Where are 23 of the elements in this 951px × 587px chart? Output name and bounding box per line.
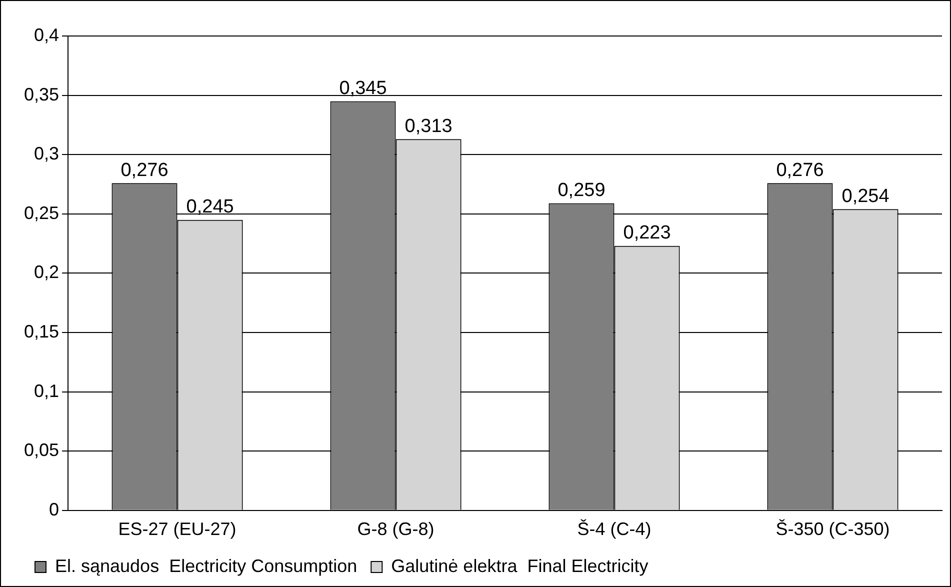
- data-label: 0,223: [623, 222, 671, 244]
- x-tick-label: Š-4 (C-4): [577, 519, 652, 540]
- y-tick-label: 0,15: [24, 321, 60, 342]
- x-tick-label: G-8 (G-8): [357, 519, 434, 540]
- legend-label: Galutinė elektra Final Electricity: [391, 556, 648, 576]
- data-label: 0,254: [842, 186, 890, 207]
- y-tick-label: 0: [49, 499, 60, 520]
- y-tick-label: 0,05: [24, 440, 60, 460]
- y-tick-label: 0,35: [24, 84, 60, 104]
- y-tick-label: 0,25: [24, 202, 60, 223]
- y-tick-label: 0,2: [34, 262, 60, 282]
- y-tick-label: 0,1: [34, 380, 60, 401]
- data-label: 0,245: [186, 196, 234, 218]
- y-tick-label: 0,4: [34, 24, 60, 45]
- y-tick-label: 0,3: [34, 144, 60, 164]
- data-label: 0,259: [558, 180, 606, 201]
- legend-label: El. sąnaudos Electricity Consumption: [55, 556, 358, 576]
- x-tick-label: Š-350 (C-350): [776, 519, 890, 540]
- data-label: 0,276: [120, 160, 168, 181]
- data-label: 0,276: [776, 160, 824, 181]
- data-label: 0,345: [339, 78, 387, 99]
- data-label: 0,313: [404, 116, 452, 137]
- x-tick-label: ES-27 (EU-27): [118, 519, 236, 540]
